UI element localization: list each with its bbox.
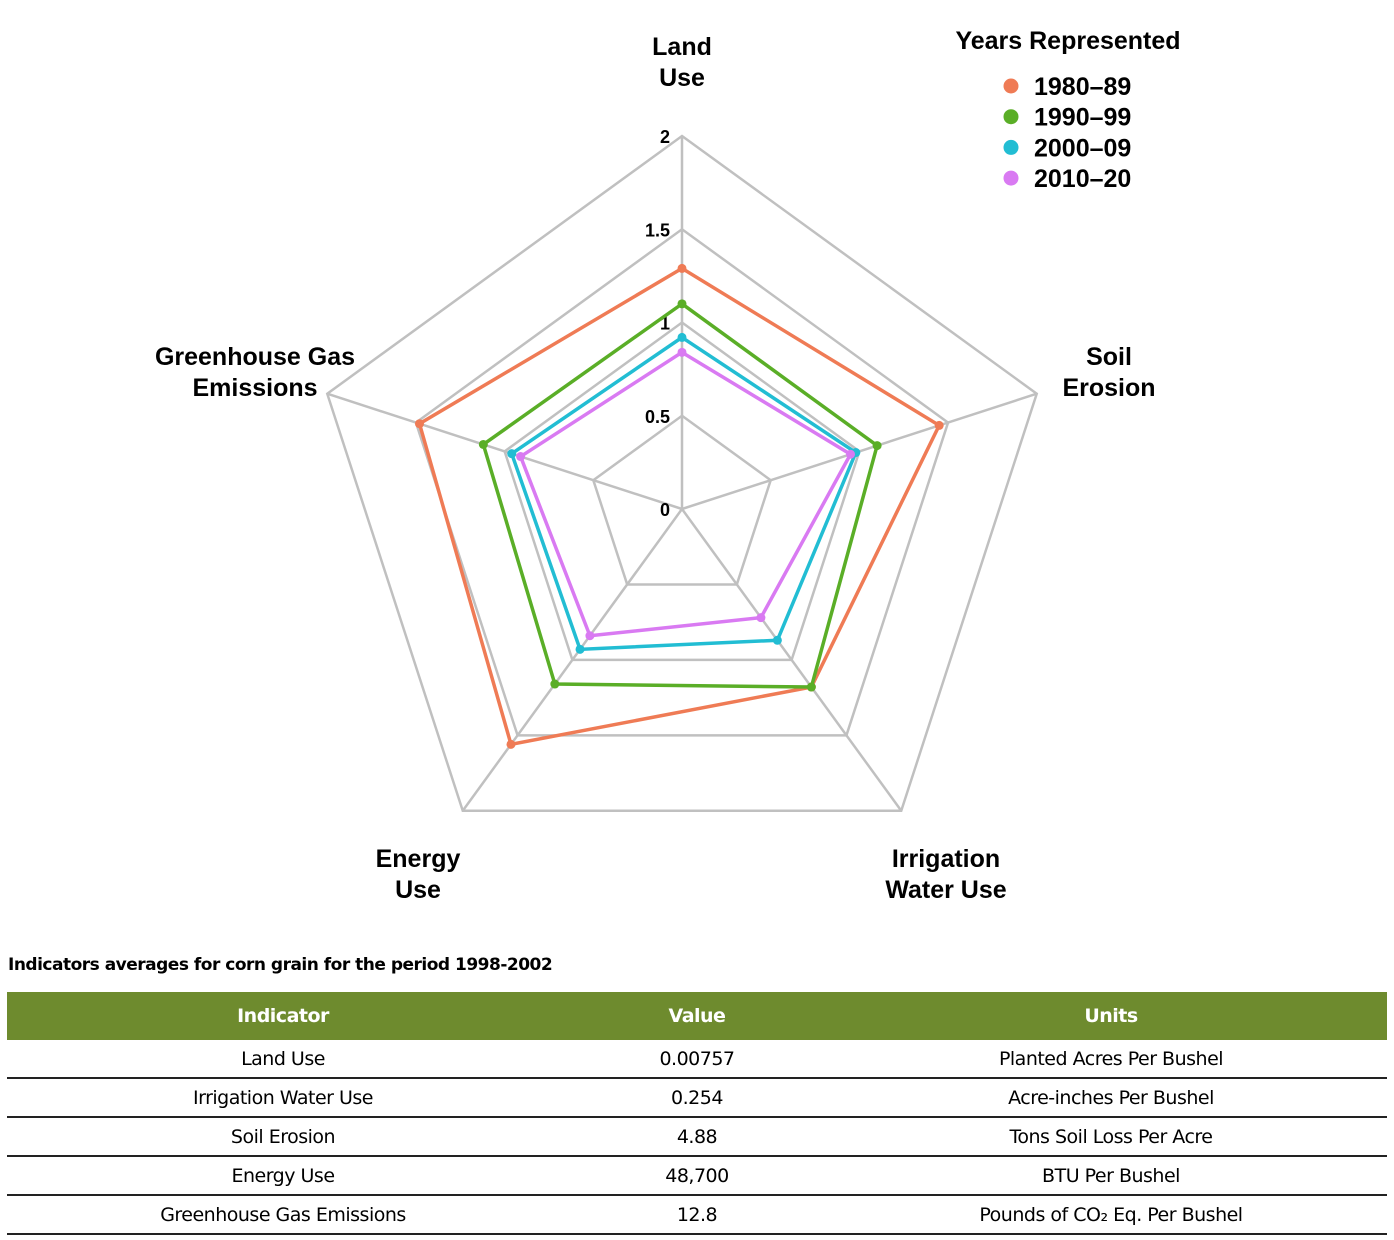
legend-label: 1990–99 bbox=[1034, 104, 1131, 132]
cell-value: 4.88 bbox=[559, 1117, 835, 1157]
axis-line bbox=[680, 508, 903, 812]
data-point bbox=[516, 452, 526, 462]
data-point bbox=[506, 739, 516, 749]
axis-label: Energy Use bbox=[376, 845, 461, 904]
cell-units: Planted Acres Per Bushel bbox=[835, 1040, 1387, 1079]
indicators-table: Indicator Value Units Land Use 0.00757 Pla… bbox=[7, 992, 1387, 1235]
cell-value: 0.254 bbox=[559, 1078, 835, 1118]
axis-label: Land Use bbox=[652, 33, 712, 92]
table-row: Energy Use 48,700 BTU Per Bushel bbox=[7, 1156, 1387, 1196]
cell-value: 0.00757 bbox=[559, 1040, 835, 1079]
tick-label: 1.5 bbox=[645, 220, 670, 240]
header-units: Units bbox=[835, 992, 1387, 1040]
data-point bbox=[507, 449, 517, 459]
cell-indicator: Land Use bbox=[7, 1040, 559, 1079]
grid-ring bbox=[591, 414, 773, 586]
data-point bbox=[677, 299, 687, 309]
cell-units: Acre-inches Per Bushel bbox=[835, 1078, 1387, 1118]
series-line bbox=[481, 301, 880, 689]
data-point bbox=[414, 419, 424, 429]
legend-marker bbox=[1003, 170, 1019, 186]
data-point bbox=[846, 449, 856, 459]
legend-label: 2010–20 bbox=[1034, 165, 1131, 193]
tick-label: 1 bbox=[660, 314, 670, 334]
table-caption: Indicators averages for corn grain for t… bbox=[8, 955, 553, 975]
data-point bbox=[550, 679, 560, 689]
data-point bbox=[806, 682, 816, 692]
cell-value: 48,700 bbox=[559, 1156, 835, 1196]
data-point bbox=[756, 613, 766, 623]
table-row: Irrigation Water Use 0.254 Acre-inches Per… bbox=[7, 1078, 1387, 1118]
axis-line bbox=[326, 392, 683, 511]
cell-units: BTU Per Bushel bbox=[835, 1156, 1387, 1196]
radar-chart: 0 0.5 1 1.5 2 Land Use Soil Erosion Irrigation Wat… bbox=[155, 27, 1181, 904]
legend-marker bbox=[1003, 139, 1019, 155]
data-point bbox=[677, 332, 687, 342]
grid-ring bbox=[503, 320, 861, 662]
cell-indicator: Soil Erosion bbox=[7, 1117, 559, 1157]
axis-line bbox=[461, 508, 684, 812]
legend-title: Years Represented bbox=[955, 27, 1180, 55]
data-point bbox=[772, 635, 782, 645]
data-point bbox=[585, 631, 595, 641]
data-point bbox=[934, 420, 944, 430]
data-point bbox=[872, 441, 882, 451]
axis-label: Soil Erosion bbox=[1062, 343, 1155, 402]
data-point bbox=[478, 439, 488, 449]
cell-units: Pounds of CO₂ Eq. Per Bushel bbox=[835, 1195, 1387, 1235]
header-indicator: Indicator bbox=[7, 992, 559, 1040]
legend-label: 2000–09 bbox=[1034, 134, 1131, 162]
grid-ring bbox=[325, 134, 1039, 813]
cell-indicator: Irrigation Water Use bbox=[7, 1078, 559, 1118]
legend-marker bbox=[1003, 78, 1019, 94]
axis-label: Greenhouse Gas Emissions bbox=[155, 343, 355, 402]
cell-value: 12.8 bbox=[559, 1195, 835, 1235]
legend-label: 1980–89 bbox=[1034, 73, 1131, 101]
table-row: Greenhouse Gas Emissions 12.8 Pounds of CO… bbox=[7, 1195, 1387, 1235]
data-point bbox=[575, 644, 585, 654]
table-row: Soil Erosion 4.88 Tons Soil Loss Per Acre bbox=[7, 1117, 1387, 1157]
series-line bbox=[518, 350, 853, 638]
cell-indicator: Energy Use bbox=[7, 1156, 559, 1196]
axis-label: Irrigation Water Use bbox=[885, 845, 1006, 904]
tick-label: 0.5 bbox=[645, 407, 670, 427]
data-point bbox=[677, 263, 687, 273]
cell-indicator: Greenhouse Gas Emissions bbox=[7, 1195, 559, 1235]
header-value: Value bbox=[559, 992, 835, 1040]
series-line bbox=[417, 266, 942, 747]
tick-label: 2 bbox=[660, 127, 670, 147]
tick-label: 0 bbox=[660, 500, 670, 520]
legend-marker bbox=[1003, 109, 1019, 125]
table-row: Land Use 0.00757 Planted Acres Per Bushel bbox=[7, 1040, 1387, 1079]
data-point bbox=[677, 347, 687, 357]
cell-units: Tons Soil Loss Per Acre bbox=[835, 1117, 1387, 1157]
table-header-row: Indicator Value Units bbox=[7, 992, 1387, 1040]
series-line bbox=[509, 335, 858, 652]
grid-ring bbox=[414, 227, 950, 737]
